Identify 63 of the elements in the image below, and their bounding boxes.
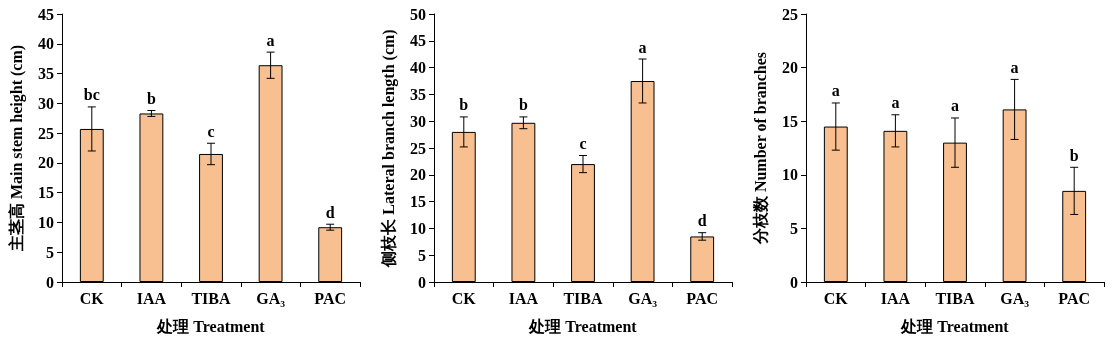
x-tick-label: TIBA — [935, 289, 976, 307]
x-tick-label: TIBA — [191, 289, 232, 307]
x-tick-label: PAC — [686, 289, 719, 307]
y-tick-label: 5 — [418, 246, 426, 264]
annotation: b — [518, 96, 528, 114]
x-axis-title: 处理 Treatment — [156, 317, 266, 335]
annotation: a — [638, 38, 647, 56]
y-tick-label: 35 — [38, 65, 54, 83]
annotation: bc — [83, 86, 100, 104]
y-tick-label: 40 — [410, 59, 426, 77]
annotation: d — [325, 203, 335, 221]
y-tick-label: 5 — [790, 219, 798, 237]
annotation: a — [831, 82, 840, 100]
x-tick-label: PAC — [1058, 289, 1091, 307]
y-tick-label: 20 — [410, 166, 426, 184]
y-tick-label: 0 — [46, 273, 54, 291]
x-tick-label: IAA — [508, 289, 539, 307]
y-tick-label: 15 — [410, 193, 426, 211]
y-tick-label: 10 — [410, 219, 426, 237]
x-tick-label: PAC — [314, 289, 347, 307]
annotation: d — [697, 212, 707, 230]
y-tick-label: 15 — [782, 112, 798, 130]
y-tick-label: 30 — [38, 94, 54, 112]
annotation: a — [1010, 58, 1019, 76]
x-tick-label: TIBA — [563, 289, 604, 307]
annotation: b — [1069, 146, 1079, 164]
x-tick-label: GA₃ — [1000, 289, 1030, 307]
annotation: b — [146, 89, 156, 107]
y-tick-label: 20 — [782, 59, 798, 77]
y-tick-label: 5 — [46, 243, 54, 261]
x-tick-label: IAA — [880, 289, 911, 307]
annotation: c — [579, 135, 587, 152]
y-tick-label: 20 — [38, 154, 54, 172]
y-tick-label: 40 — [38, 35, 54, 53]
y-axis-title: 侧枝长 Lateral branch length (cm) — [379, 29, 398, 268]
y-tick-label: 25 — [38, 124, 54, 142]
y-tick-label: 10 — [38, 213, 54, 231]
y-tick-label: 25 — [782, 5, 798, 23]
x-tick-label: GA₃ — [256, 289, 286, 307]
x-tick-label: IAA — [136, 289, 167, 307]
x-axis-title: 处理 Treatment — [900, 317, 1010, 335]
y-tick-label: 10 — [782, 166, 798, 184]
x-tick-label: CK — [451, 289, 477, 307]
annotation: a — [266, 31, 275, 49]
y-tick-label: 45 — [410, 32, 426, 50]
annotation: a — [951, 97, 959, 115]
y-tick-label: 30 — [410, 112, 426, 130]
x-tick-label: CK — [823, 289, 849, 307]
y-tick-label: 45 — [38, 5, 54, 23]
y-tick-label: 0 — [418, 273, 426, 291]
annotation: b — [459, 96, 469, 114]
y-axis-title: 分枝数 Number of branches — [751, 51, 769, 246]
y-tick-label: 0 — [790, 273, 798, 291]
x-tick-label: CK — [79, 289, 105, 307]
annotation: c — [207, 122, 215, 140]
y-tick-label: 50 — [410, 5, 426, 23]
x-axis-title: 处理 Treatment — [528, 317, 638, 335]
y-tick-label: 15 — [38, 184, 54, 202]
annotation: a — [891, 94, 900, 112]
y-tick-label: 35 — [410, 85, 426, 103]
x-tick-label: GA₃ — [628, 289, 658, 307]
y-axis-title: 主茎高 Main stem height (cm) — [6, 44, 26, 253]
y-tick-label: 25 — [410, 139, 426, 157]
